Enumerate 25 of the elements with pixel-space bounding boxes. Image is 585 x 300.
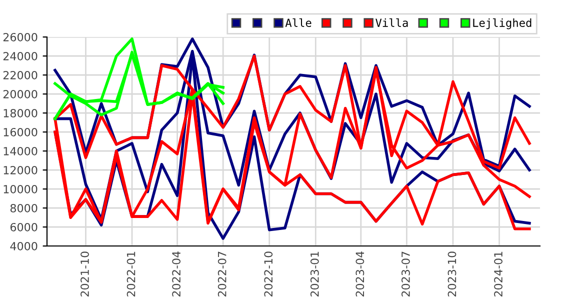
x-tick-label: 2023-07	[402, 252, 410, 296]
y-tick-label: 10000	[4, 184, 38, 194]
y-tick-label: 12000	[4, 166, 38, 174]
x-tick-label: 2023-04	[356, 251, 364, 296]
x-tick-label: 2022-01	[126, 252, 136, 296]
y-tick-label: 18000	[4, 108, 38, 118]
x-tick-label: 2022-10	[264, 252, 273, 296]
y-tick-label: 20000	[3, 90, 38, 98]
y-tick-label: 26000	[3, 32, 38, 42]
x-tick-label: 2021-10	[80, 252, 89, 296]
y-tick-label: 6000	[10, 222, 38, 232]
y-tick-label: 8000	[10, 204, 38, 212]
x-tick-label: 2023-10	[448, 252, 456, 296]
x-tick-label: 2023-01	[310, 252, 319, 296]
y-tick-label: 14000	[4, 146, 38, 156]
y-tick-label: 22000	[3, 70, 38, 80]
legend-label: Alle	[285, 18, 312, 27]
x-tick-label: 2024-01	[494, 252, 502, 296]
y-tick-label: 24000	[3, 52, 38, 60]
y-tick-label: 16000	[4, 128, 38, 136]
x-tick-label: 2022-07	[218, 252, 226, 296]
legend-label: Villa	[376, 18, 408, 27]
legend-label: Lejlighed	[473, 18, 532, 30]
y-tick-label: 4000	[10, 242, 38, 250]
x-tick-label: 2022-04	[172, 251, 181, 296]
